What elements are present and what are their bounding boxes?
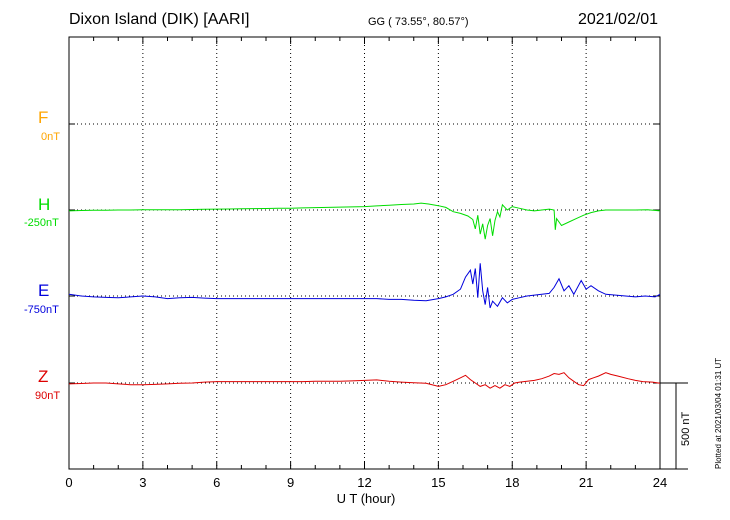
series-line-H bbox=[68, 202, 661, 240]
series-lines bbox=[68, 202, 661, 389]
x-axis-label: U T (hour) bbox=[336, 491, 396, 506]
x-tick-label: 9 bbox=[287, 475, 295, 490]
scale-bar-label: 500 nT bbox=[680, 411, 692, 446]
component-label-Z: Z bbox=[38, 367, 49, 386]
scale-bar bbox=[660, 382, 688, 470]
series-line-Z bbox=[68, 372, 661, 389]
x-tick-label: 12 bbox=[357, 475, 372, 490]
x-tick-label: 18 bbox=[505, 475, 520, 490]
station-coordinates: GG ( 73.55°, 80.57°) bbox=[368, 16, 469, 28]
x-tick-label: 3 bbox=[139, 475, 147, 490]
x-tick-label: 21 bbox=[578, 475, 594, 490]
x-tick-label: 6 bbox=[213, 475, 221, 490]
x-tick-label: 0 bbox=[65, 475, 73, 490]
station-title: Dixon Island (DIK) [AARI] bbox=[69, 11, 250, 28]
baseline-label-H: -250nT bbox=[24, 217, 59, 229]
x-tick-label: 24 bbox=[652, 475, 668, 490]
x-tick-label: 15 bbox=[431, 475, 446, 490]
component-label-H: H bbox=[38, 195, 51, 214]
component-label-F: F bbox=[38, 108, 49, 127]
date-label: 2021/02/01 bbox=[578, 11, 659, 28]
axis-ticks bbox=[68, 37, 661, 469]
series-line-E bbox=[68, 263, 661, 309]
baseline-label-F: 0nT bbox=[41, 131, 60, 143]
baseline-label-Z: 90nT bbox=[35, 390, 61, 402]
baseline-label-E: -750nT bbox=[24, 304, 59, 316]
component-label-E: E bbox=[38, 281, 50, 300]
grid bbox=[69, 37, 660, 469]
plotted-timestamp: Plotted at 2021/03/04 01:31 UT bbox=[714, 357, 723, 469]
